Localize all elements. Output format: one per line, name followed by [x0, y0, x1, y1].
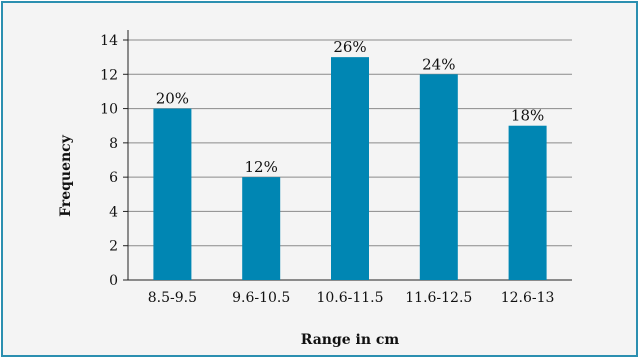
y-tick-label-3: 6	[109, 170, 118, 186]
x-tick-label-3: 11.6-12.5	[405, 290, 472, 306]
x-axis-title: Range in cm	[301, 332, 400, 348]
x-tick-label-1: 9.6-10.5	[232, 290, 290, 306]
y-axis-ticks: 0 2 4 6 8 10 12 14	[100, 33, 128, 289]
bar-1	[242, 177, 281, 280]
x-tick-label-0: 8.5-9.5	[148, 290, 197, 306]
y-axis-title: Frequency	[58, 134, 74, 217]
data-label-2: 26%	[333, 38, 366, 56]
data-label-4: 18%	[511, 107, 544, 125]
bar-0	[153, 108, 192, 280]
x-tick-label-4: 12.6-13	[501, 290, 555, 306]
bar-3	[419, 74, 458, 281]
data-labels: 20% 12% 26% 24% 18%	[156, 38, 545, 176]
y-tick-label-5: 10	[100, 102, 118, 118]
y-tick-label-4: 8	[109, 136, 118, 152]
data-label-0: 20%	[156, 90, 189, 108]
y-tick-label-7: 14	[100, 33, 118, 49]
x-tick-label-2: 10.6-11.5	[316, 290, 383, 306]
data-label-1: 12%	[245, 158, 278, 176]
y-tick-label-6: 12	[100, 67, 118, 83]
y-tick-label-0: 0	[109, 273, 118, 289]
x-axis-ticks: 8.5-9.5 9.6-10.5 10.6-11.5 11.6-12.5 12.6-13	[148, 290, 555, 306]
bar-4	[508, 125, 547, 280]
data-label-3: 24%	[422, 55, 455, 73]
bars	[153, 57, 547, 281]
bar-2	[331, 57, 369, 281]
y-tick-label-2: 4	[109, 204, 118, 220]
y-tick-label-1: 2	[109, 239, 118, 255]
